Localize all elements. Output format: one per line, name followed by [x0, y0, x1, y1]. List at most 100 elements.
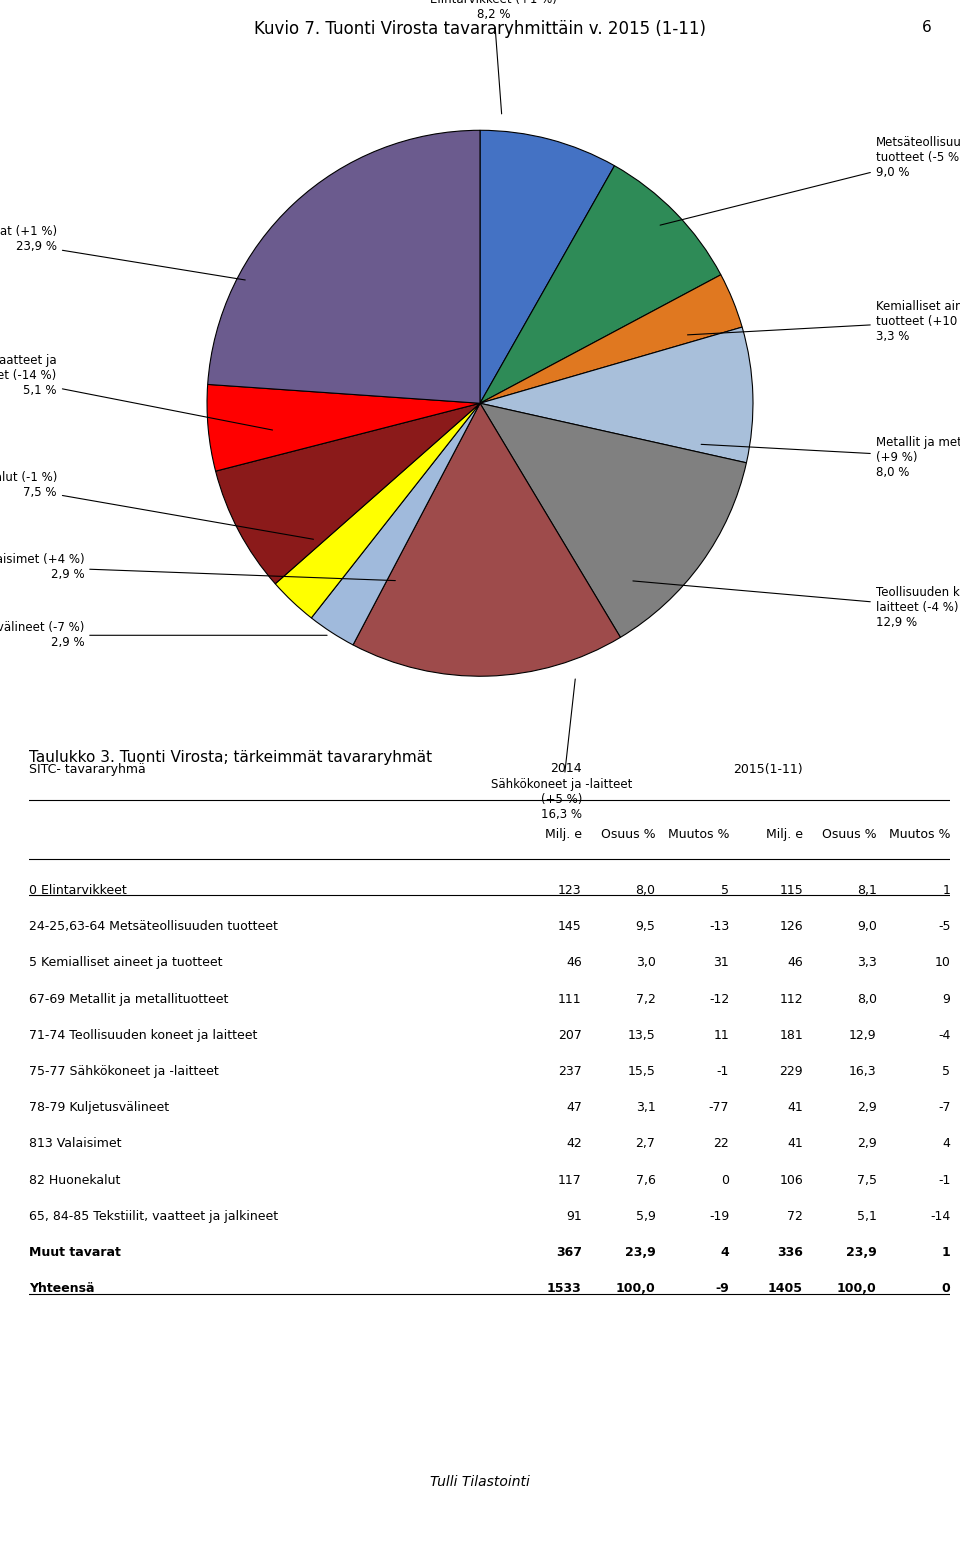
Text: 145: 145	[558, 920, 582, 934]
Text: 4: 4	[720, 1245, 730, 1259]
Text: 11: 11	[713, 1028, 730, 1042]
Text: 1: 1	[942, 1245, 950, 1259]
Text: 111: 111	[558, 993, 582, 1005]
Text: 237: 237	[558, 1066, 582, 1078]
Text: 2,9: 2,9	[857, 1101, 876, 1114]
Text: 13,5: 13,5	[628, 1028, 656, 1042]
Wedge shape	[480, 275, 742, 403]
Text: -1: -1	[938, 1174, 950, 1187]
Text: Huonekalut (-1 %)
7,5 %: Huonekalut (-1 %) 7,5 %	[0, 472, 314, 540]
Text: SITC- tavararyhmä: SITC- tavararyhmä	[29, 763, 146, 776]
Text: 12,9: 12,9	[849, 1028, 876, 1042]
Text: 31: 31	[713, 957, 730, 969]
Text: 2,7: 2,7	[636, 1137, 656, 1151]
Text: 5,1: 5,1	[856, 1210, 876, 1222]
Text: Valaisimet (+4 %)
2,9 %: Valaisimet (+4 %) 2,9 %	[0, 554, 396, 582]
Text: -77: -77	[708, 1101, 730, 1114]
Wedge shape	[480, 403, 747, 637]
Text: Metallit ja metallituotteet
(+9 %)
8,0 %: Metallit ja metallituotteet (+9 %) 8,0 %	[701, 436, 960, 479]
Text: 16,3: 16,3	[849, 1066, 876, 1078]
Text: -7: -7	[938, 1101, 950, 1114]
Text: Osuus %: Osuus %	[601, 828, 656, 841]
Text: -5: -5	[938, 920, 950, 934]
Text: -9: -9	[715, 1283, 730, 1295]
Text: 123: 123	[558, 884, 582, 896]
Text: 8,0: 8,0	[636, 884, 656, 896]
Text: Muutos %: Muutos %	[668, 828, 730, 841]
Text: 91: 91	[566, 1210, 582, 1222]
Title: Kuvio 7. Tuonti Virosta tavararyhmittäin v. 2015 (1-11): Kuvio 7. Tuonti Virosta tavararyhmittäin…	[254, 20, 706, 39]
Text: Kuljetusvälineet (-7 %)
2,9 %: Kuljetusvälineet (-7 %) 2,9 %	[0, 622, 327, 650]
Text: Teollisuuden koneet ja
laitteet (-4 %)
12,9 %: Teollisuuden koneet ja laitteet (-4 %) 1…	[633, 582, 960, 630]
Text: 23,9: 23,9	[625, 1245, 656, 1259]
Text: -4: -4	[938, 1028, 950, 1042]
Text: 106: 106	[780, 1174, 803, 1187]
Text: 813 Valaisimet: 813 Valaisimet	[29, 1137, 121, 1151]
Text: 8,1: 8,1	[856, 884, 876, 896]
Text: 336: 336	[777, 1245, 803, 1259]
Text: 42: 42	[566, 1137, 582, 1151]
Text: 1: 1	[943, 884, 950, 896]
Text: 71-74 Teollisuuden koneet ja laitteet: 71-74 Teollisuuden koneet ja laitteet	[29, 1028, 257, 1042]
Text: 1405: 1405	[768, 1283, 803, 1295]
Text: 46: 46	[566, 957, 582, 969]
Text: Kemialliset aineet ja
tuotteet (+10 %)
3,3 %: Kemialliset aineet ja tuotteet (+10 %) 3…	[687, 299, 960, 343]
Text: 3,1: 3,1	[636, 1101, 656, 1114]
Text: 46: 46	[787, 957, 803, 969]
Text: 3,3: 3,3	[857, 957, 876, 969]
Text: Milj. e: Milj. e	[544, 828, 582, 841]
Text: 367: 367	[556, 1245, 582, 1259]
Text: 2,9: 2,9	[857, 1137, 876, 1151]
Text: 47: 47	[565, 1101, 582, 1114]
Text: -1: -1	[717, 1066, 730, 1078]
Text: Yhteensä: Yhteensä	[29, 1283, 94, 1295]
Text: 100,0: 100,0	[837, 1283, 876, 1295]
Text: 117: 117	[558, 1174, 582, 1187]
Text: 5,9: 5,9	[636, 1210, 656, 1222]
Text: Tulli Tilastointi: Tulli Tilastointi	[430, 1475, 530, 1489]
Text: 23,9: 23,9	[846, 1245, 876, 1259]
Text: Sähkökoneet ja -laitteet
(+5 %)
16,3 %: Sähkökoneet ja -laitteet (+5 %) 16,3 %	[492, 679, 633, 820]
Text: 78-79 Kuljetusvälineet: 78-79 Kuljetusvälineet	[29, 1101, 169, 1114]
Wedge shape	[207, 130, 480, 403]
Text: 229: 229	[780, 1066, 803, 1078]
Text: 2014: 2014	[550, 763, 582, 776]
Text: 9: 9	[943, 993, 950, 1005]
Text: 15,5: 15,5	[628, 1066, 656, 1078]
Wedge shape	[276, 403, 480, 617]
Text: 126: 126	[780, 920, 803, 934]
Text: Tekstiilit, vaatteet ja
jalkineet (-14 %)
5,1 %: Tekstiilit, vaatteet ja jalkineet (-14 %…	[0, 355, 273, 430]
Text: 41: 41	[787, 1137, 803, 1151]
Text: 0: 0	[721, 1174, 730, 1187]
Text: 24-25,63-64 Metsäteollisuuden tuotteet: 24-25,63-64 Metsäteollisuuden tuotteet	[29, 920, 277, 934]
Text: Milj. e: Milj. e	[766, 828, 803, 841]
Text: 207: 207	[558, 1028, 582, 1042]
Text: 115: 115	[780, 884, 803, 896]
Text: Muut tavarat (+1 %)
23,9 %: Muut tavarat (+1 %) 23,9 %	[0, 225, 245, 281]
Text: 5 Kemialliset aineet ja tuotteet: 5 Kemialliset aineet ja tuotteet	[29, 957, 223, 969]
Text: 41: 41	[787, 1101, 803, 1114]
Text: 9,5: 9,5	[636, 920, 656, 934]
Wedge shape	[311, 403, 480, 645]
Text: Taulukko 3. Tuonti Virosta; tärkeimmät tavararyhmät: Taulukko 3. Tuonti Virosta; tärkeimmät t…	[29, 749, 432, 765]
Text: 0: 0	[942, 1283, 950, 1295]
Text: Osuus %: Osuus %	[822, 828, 876, 841]
Text: -12: -12	[709, 993, 730, 1005]
Text: 6: 6	[922, 20, 931, 36]
Text: 67-69 Metallit ja metallituotteet: 67-69 Metallit ja metallituotteet	[29, 993, 228, 1005]
Wedge shape	[480, 130, 614, 403]
Text: 112: 112	[780, 993, 803, 1005]
Text: 22: 22	[713, 1137, 730, 1151]
Text: 65, 84-85 Tekstiilit, vaatteet ja jalkineet: 65, 84-85 Tekstiilit, vaatteet ja jalkin…	[29, 1210, 278, 1222]
Text: Elintarvikkeet (+1 %)
8,2 %: Elintarvikkeet (+1 %) 8,2 %	[430, 0, 557, 113]
Text: 9,0: 9,0	[856, 920, 876, 934]
Text: Muutos %: Muutos %	[889, 828, 950, 841]
Text: -13: -13	[709, 920, 730, 934]
Text: 7,5: 7,5	[856, 1174, 876, 1187]
Text: 72: 72	[787, 1210, 803, 1222]
Wedge shape	[480, 327, 753, 462]
Text: 4: 4	[943, 1137, 950, 1151]
Text: 5: 5	[943, 1066, 950, 1078]
Wedge shape	[353, 403, 620, 676]
Text: -19: -19	[709, 1210, 730, 1222]
